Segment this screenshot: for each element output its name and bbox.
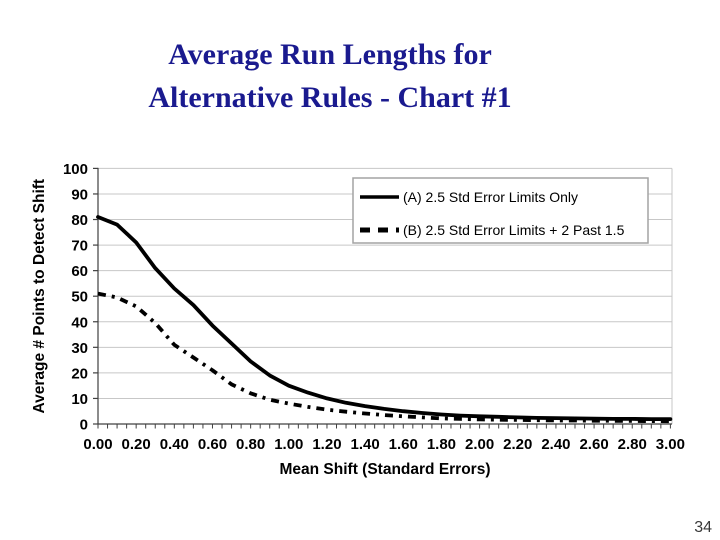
svg-text:2.40: 2.40 <box>541 436 570 453</box>
svg-text:0.40: 0.40 <box>160 436 189 453</box>
series-b-line <box>97 291 671 424</box>
y-ticks <box>93 167 98 425</box>
series-a-line <box>96 215 673 422</box>
svg-text:1.00: 1.00 <box>274 436 303 453</box>
svg-text:1.40: 1.40 <box>351 436 380 453</box>
slide-title-line2: Alternative Rules - Chart #1 <box>148 81 512 114</box>
svg-text:30: 30 <box>71 340 88 357</box>
svg-text:50: 50 <box>71 289 88 306</box>
page-number: 34 <box>694 519 712 536</box>
svg-text:100: 100 <box>63 161 88 178</box>
svg-text:60: 60 <box>71 263 88 280</box>
svg-text:20: 20 <box>71 365 88 382</box>
x-tick-labels: 0.00 0.20 0.40 0.60 0.80 1.00 1.20 1.40 1.60 1.80… <box>83 436 685 453</box>
legend-label-b: (B) 2.5 Std Error Limits + 2 Past 1.5 <box>403 222 625 238</box>
svg-text:0.20: 0.20 <box>122 436 151 453</box>
svg-text:40: 40 <box>71 314 88 331</box>
legend-box <box>352 177 649 244</box>
svg-text:2.60: 2.60 <box>579 436 608 453</box>
slide-title: Average Run Lengths for Alternative Rule… <box>0 33 660 119</box>
svg-text:70: 70 <box>71 238 88 255</box>
x-ticks <box>97 424 671 429</box>
svg-text:0: 0 <box>80 417 88 434</box>
svg-text:0.60: 0.60 <box>198 436 227 453</box>
svg-text:2.20: 2.20 <box>503 436 532 453</box>
slide-title-line1: Average Run Lengths for <box>168 38 492 71</box>
x-axis-title: Mean Shift (Standard Errors) <box>280 461 491 478</box>
svg-text:1.20: 1.20 <box>312 436 341 453</box>
svg-text:1.60: 1.60 <box>389 436 418 453</box>
svg-text:2.80: 2.80 <box>618 436 647 453</box>
svg-text:2.00: 2.00 <box>465 436 494 453</box>
y-tick-labels: 0 10 20 30 40 50 60 70 80 90 100 <box>63 161 88 434</box>
svg-text:1.80: 1.80 <box>427 436 456 453</box>
svg-text:0.80: 0.80 <box>236 436 265 453</box>
svg-text:90: 90 <box>71 186 88 203</box>
svg-text:3.00: 3.00 <box>656 436 685 453</box>
svg-text:10: 10 <box>71 391 88 408</box>
legend: (A) 2.5 Std Error Limits Only (B) 2.5 Std… <box>352 177 649 244</box>
svg-text:80: 80 <box>71 212 88 229</box>
legend-label-a: (A) 2.5 Std Error Limits Only <box>403 189 578 205</box>
y-axis-title: Average # Points to Detect Shift <box>31 179 48 414</box>
svg-text:0.00: 0.00 <box>83 436 112 453</box>
